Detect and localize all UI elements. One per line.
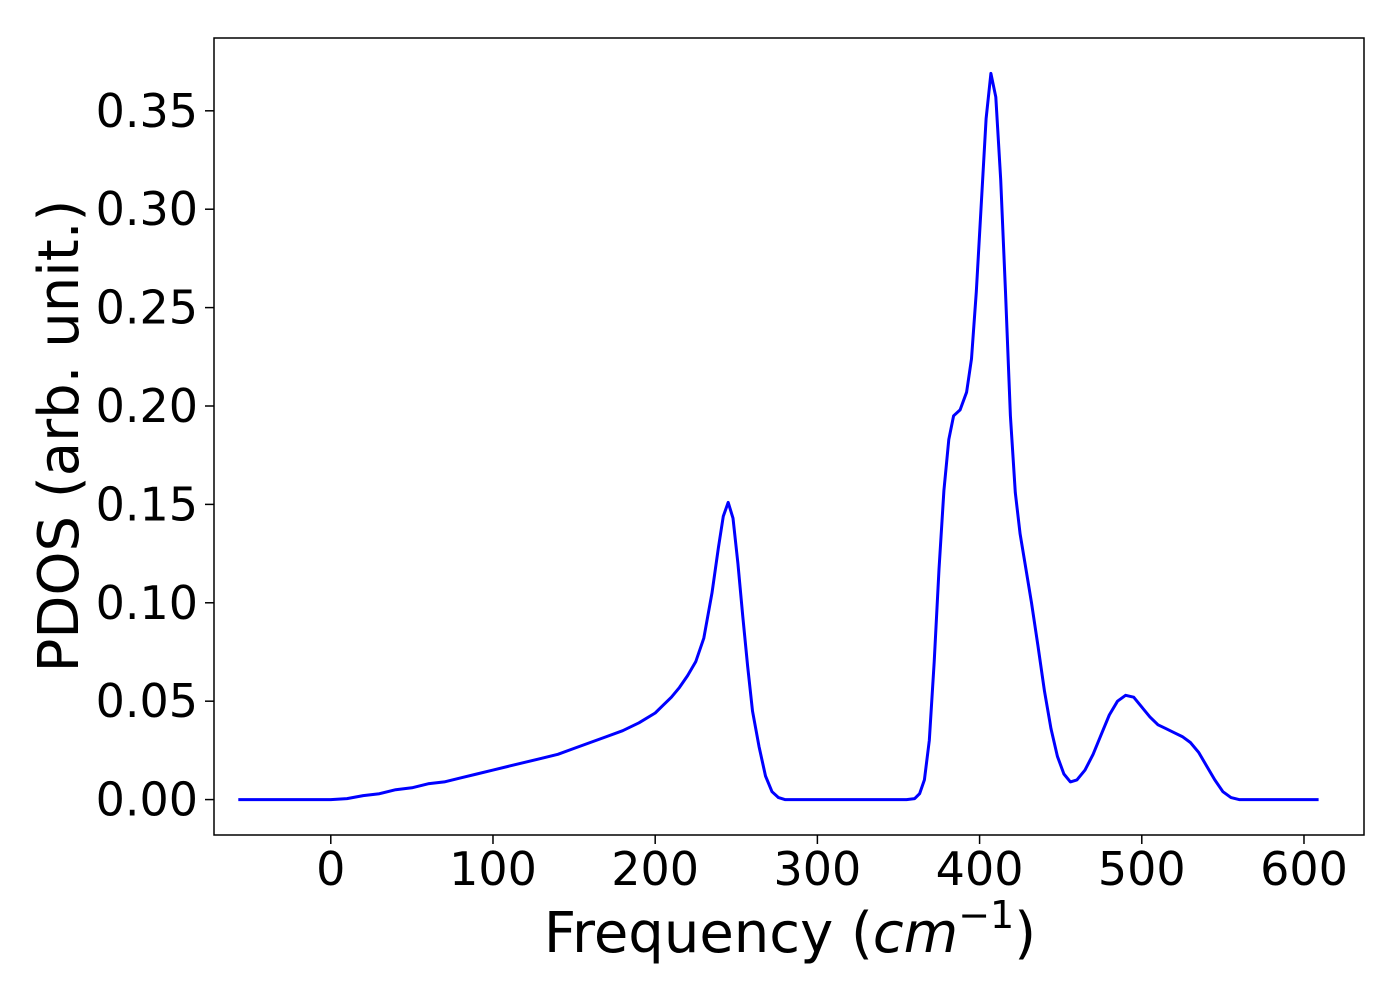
x-tick-label: 300 <box>773 842 861 896</box>
x-tick-label: 400 <box>936 842 1024 896</box>
y-tick-label: 0.05 <box>96 674 198 728</box>
x-tick-label: 500 <box>1098 842 1186 896</box>
x-axis-label-exponent: −1 <box>958 893 1014 937</box>
x-axis-label-text: Frequency ( <box>544 901 873 966</box>
y-tick-label: 0.10 <box>96 576 198 630</box>
y-tick-label: 0.15 <box>96 477 198 531</box>
x-tick-label: 600 <box>1260 842 1348 896</box>
series-line-pdos <box>238 71 1319 802</box>
y-tick-label: 0.00 <box>96 773 198 827</box>
plot-area <box>213 37 1365 836</box>
x-axis-label-unit: cm <box>873 901 958 966</box>
y-axis-label: PDOS (arb. unit.) <box>27 200 92 673</box>
x-axis-label-close: ) <box>1014 901 1036 966</box>
x-tick-label: 200 <box>611 842 699 896</box>
y-tick-label: 0.30 <box>96 182 198 236</box>
y-tick-label: 0.25 <box>96 281 198 335</box>
x-axis-label: Frequency (cm−1) <box>544 893 1036 966</box>
x-axis-ticks: 0 100 200 300 400 500 600 <box>316 835 1348 896</box>
y-tick-label: 0.35 <box>96 84 198 138</box>
x-tick-label: 100 <box>449 842 537 896</box>
y-tick-label: 0.20 <box>96 379 198 433</box>
axes-frame <box>213 37 1365 836</box>
y-axis-ticks: 0.00 0.05 0.10 0.15 0.20 0.25 0.30 0.35 <box>96 84 214 827</box>
x-tick-label: 0 <box>316 842 345 896</box>
